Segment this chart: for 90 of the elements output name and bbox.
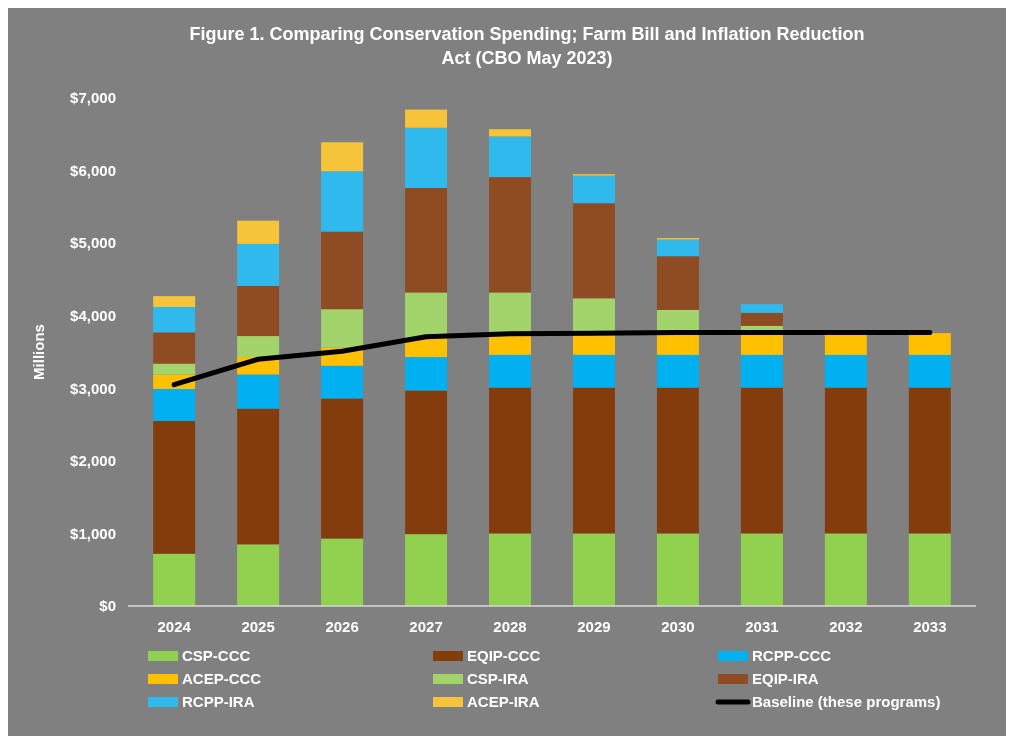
- chart-title: Figure 1. Comparing Conservation Spending; Farm Bill and Inflation Reduction Act (CBO May 2023): [189, 24, 865, 68]
- bar: [153, 389, 196, 421]
- x-tick-label: 2031: [745, 618, 779, 635]
- bar: [824, 387, 867, 534]
- x-tick-label: 2028: [493, 618, 527, 635]
- bar: [321, 171, 364, 232]
- y-tick-label: $2,000: [70, 452, 116, 470]
- legend-label: EQIP-CCC: [467, 647, 541, 665]
- bar: [489, 292, 532, 334]
- bar: [656, 256, 699, 310]
- bar: [489, 136, 532, 178]
- bar: [237, 336, 280, 358]
- bar: [153, 332, 196, 364]
- y-tick-label: $6,000: [70, 161, 116, 179]
- bar: [740, 333, 783, 355]
- legend-label: ACEP-IRA: [467, 693, 540, 711]
- y-tick-label: $1,000: [70, 524, 116, 542]
- bar: [405, 292, 448, 339]
- x-tick-label: 2033: [913, 618, 947, 635]
- bar: [153, 363, 196, 375]
- x-tick-label: 2027: [409, 618, 443, 635]
- x-tick-label: 2026: [325, 618, 359, 635]
- bar: [572, 298, 615, 334]
- bar: [321, 309, 364, 348]
- bar: [153, 420, 196, 554]
- bar: [489, 129, 532, 137]
- bar: [740, 354, 783, 388]
- x-tick-label: 2032: [829, 618, 863, 635]
- y-tick-label: $4,000: [70, 306, 116, 324]
- bar: [321, 231, 364, 310]
- bar: [405, 357, 448, 391]
- bar: [321, 398, 364, 539]
- y-tick-label: $7,000: [70, 89, 116, 107]
- x-tick-label: 2029: [577, 618, 611, 635]
- bar: [572, 175, 615, 204]
- legend-label: CSP-IRA: [467, 670, 529, 688]
- bar: [489, 387, 532, 534]
- bar: [908, 387, 951, 534]
- bar: [237, 544, 280, 606]
- legend-label: ACEP-CCC: [182, 670, 262, 688]
- legend-label: Baseline (these programs): [752, 693, 941, 711]
- legend-label: EQIP-IRA: [752, 670, 819, 688]
- bar: [656, 354, 699, 388]
- bar: [321, 142, 364, 172]
- bar: [740, 304, 783, 313]
- bar: [572, 203, 615, 299]
- bar: [237, 243, 280, 286]
- y-tick-label: $3,000: [70, 379, 116, 397]
- bar: [908, 333, 951, 355]
- bar: [824, 533, 867, 606]
- bar: [572, 533, 615, 606]
- bar: [153, 307, 196, 333]
- bar: [740, 387, 783, 534]
- bar: [489, 354, 532, 388]
- y-tick-label: $5,000: [70, 234, 116, 252]
- y-tick-label: $0: [99, 597, 116, 615]
- legend-label: RCPP-CCC: [752, 647, 832, 665]
- bar: [153, 553, 196, 606]
- bar: [237, 408, 280, 545]
- bar: [405, 109, 448, 128]
- bar: [237, 374, 280, 409]
- bar: [656, 533, 699, 606]
- bar: [237, 285, 280, 337]
- bar: [656, 387, 699, 534]
- bar: [489, 177, 532, 293]
- legend-label: RCPP-IRA: [182, 693, 255, 711]
- x-tick-label: 2024: [157, 618, 192, 635]
- y-axis-title: Millions: [30, 324, 47, 380]
- bar: [572, 354, 615, 388]
- bar: [656, 333, 699, 355]
- bar: [321, 538, 364, 606]
- bar: [824, 333, 867, 355]
- bar: [405, 390, 448, 535]
- bar: [489, 533, 532, 606]
- bar: [572, 387, 615, 534]
- x-tick-label: 2030: [661, 618, 695, 635]
- bar: [824, 354, 867, 388]
- bar: [908, 354, 951, 388]
- bar: [405, 127, 448, 188]
- legend-label: CSP-CCC: [182, 647, 251, 665]
- x-tick-label: 2025: [241, 618, 275, 635]
- bar: [740, 312, 783, 326]
- bar: [908, 533, 951, 606]
- bar: [405, 534, 448, 606]
- bar: [405, 187, 448, 293]
- bar: [321, 365, 364, 399]
- bar: [656, 239, 699, 257]
- bar: [237, 220, 280, 244]
- bar: [153, 296, 196, 308]
- bar: [740, 533, 783, 606]
